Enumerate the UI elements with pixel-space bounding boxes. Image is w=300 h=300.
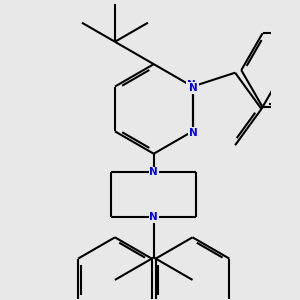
Text: N: N xyxy=(189,128,198,138)
Text: N: N xyxy=(149,212,158,222)
Text: N: N xyxy=(187,80,196,90)
Text: N: N xyxy=(149,167,158,177)
Text: N: N xyxy=(189,83,198,93)
